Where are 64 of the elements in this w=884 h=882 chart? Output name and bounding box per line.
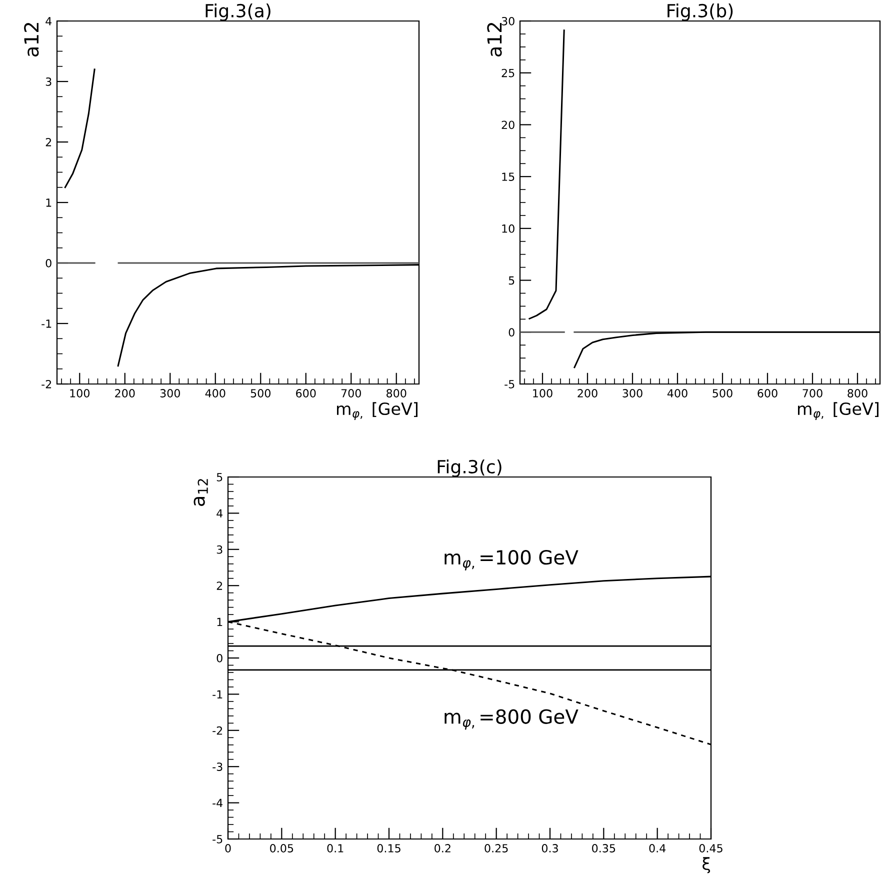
x-tick-label: 0 <box>225 844 231 852</box>
y-tick-label: -3 <box>212 762 222 771</box>
x-tick-label: 0.25 <box>484 844 508 852</box>
line-series <box>528 30 565 320</box>
x-tick-label: 0.45 <box>699 844 722 852</box>
chart-title: Fig.3(b) <box>668 4 733 21</box>
x-tick-label: 400 <box>205 389 226 398</box>
y-tick-label: -2 <box>42 380 52 388</box>
x-tick-label: 0.2 <box>434 844 450 852</box>
y-tick-label: 0 <box>46 258 52 268</box>
x-axis-title: m$_{φ,}$ [GeV] <box>337 402 418 420</box>
y-tick-label: -5 <box>504 380 514 388</box>
y-tick-label: 2 <box>46 138 52 146</box>
y-tick-label: 20 <box>502 120 514 130</box>
y-tick-label: 25 <box>502 68 514 78</box>
y-axis-title: a12 <box>24 22 39 56</box>
y-tick-label: -5 <box>212 835 222 844</box>
y-tick-label: -1 <box>212 690 222 698</box>
x-tick-label: 100 <box>70 389 90 398</box>
x-tick-label: 500 <box>712 389 732 398</box>
y-tick-label: -4 <box>212 798 223 808</box>
x-tick-label: 400 <box>667 389 688 398</box>
y-tick-label: -2 <box>212 726 222 735</box>
y-axis-title: a12 <box>487 22 502 56</box>
x-tick-label: 0.15 <box>377 844 400 852</box>
annotation: m$_{φ,}$=100 GeV <box>444 550 578 570</box>
x-axis-title: m$_{φ,}$ [GeV] <box>798 402 878 420</box>
x-tick-label: 500 <box>250 389 270 398</box>
y-tick-label: 1 <box>217 618 222 626</box>
x-tick-label: 700 <box>802 389 822 398</box>
x-tick-label: 800 <box>386 389 406 398</box>
y-tick-label: 3 <box>216 545 222 554</box>
y-axis-title: a$_{12}$ <box>194 479 208 506</box>
x-tick-label: 0.4 <box>649 844 666 852</box>
y-tick-label: 30 <box>502 16 514 26</box>
x-tick-label: 300 <box>622 389 642 398</box>
y-tick-label: 5 <box>216 473 222 482</box>
y-tick-label: 15 <box>502 172 514 181</box>
y-tick-label: 4 <box>46 17 52 26</box>
y-tick-label: 1 <box>46 198 52 207</box>
annotation: m$_{φ,}$=800 GeV <box>444 709 578 730</box>
y-tick-label: 2 <box>216 582 222 590</box>
y-tick-label: -1 <box>42 320 52 328</box>
x-tick-label: 100 <box>533 389 552 398</box>
y-tick-label: 0 <box>216 654 222 662</box>
y-tick-label: 5 <box>508 276 514 285</box>
x-tick-label: 0.3 <box>542 844 558 852</box>
x-tick-label: 600 <box>296 389 316 398</box>
x-tick-label: 200 <box>578 389 598 398</box>
chart-title: Fig.3(c) <box>438 460 502 477</box>
x-tick-label: 300 <box>160 389 180 398</box>
y-tick-label: 0 <box>508 328 514 337</box>
x-axis-title: ξ <box>702 857 710 874</box>
y-tick-label: 3 <box>46 77 52 86</box>
x-tick-label: 0.35 <box>592 844 616 852</box>
y-tick-label: 10 <box>502 224 514 233</box>
x-tick-label: 200 <box>115 389 135 398</box>
x-tick-label: 600 <box>758 389 778 398</box>
y-tick-label: 4 <box>216 509 223 518</box>
x-tick-label: 0.05 <box>270 844 294 852</box>
x-tick-label: 800 <box>848 389 868 398</box>
chart-title: Fig.3(a) <box>206 4 270 21</box>
x-tick-label: 700 <box>341 389 361 398</box>
x-tick-label: 0.1 <box>327 844 344 852</box>
